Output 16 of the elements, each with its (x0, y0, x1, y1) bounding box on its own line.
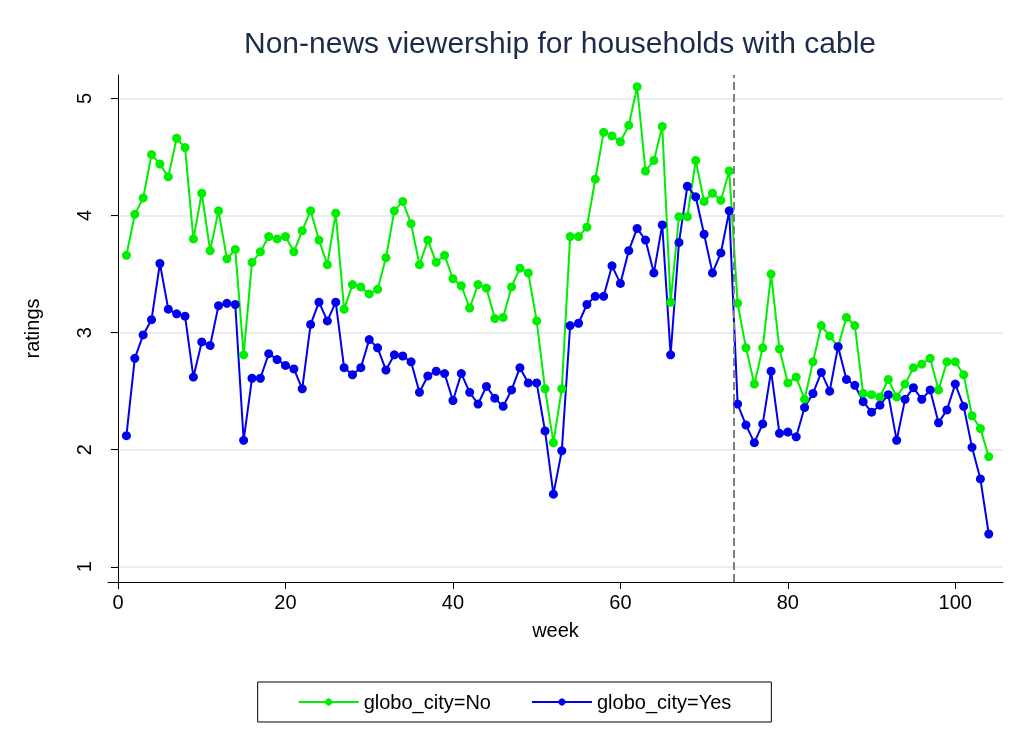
x-tick-label: 60 (609, 591, 632, 613)
x-tick-label: 0 (112, 591, 124, 613)
legend-label: globo_city=Yes (596, 691, 732, 714)
y-tick-label: 3 (73, 327, 95, 339)
y-axis-title: ratings (21, 298, 43, 359)
y-tick-label: 2 (73, 444, 95, 456)
chart-title: Non-news viewership for households with cable (244, 25, 876, 59)
x-tick-label: 20 (274, 591, 297, 613)
y-tick-label: 5 (73, 92, 95, 104)
legend-label: globo_city=No (363, 691, 491, 714)
x-tick-label: 40 (441, 591, 465, 613)
y-tick-label: 4 (73, 209, 95, 222)
x-axis-title: week (531, 619, 580, 641)
y-tick-label: 1 (73, 561, 95, 573)
x-tick-label: 100 (938, 591, 972, 613)
x-tick-label: 80 (776, 591, 799, 613)
